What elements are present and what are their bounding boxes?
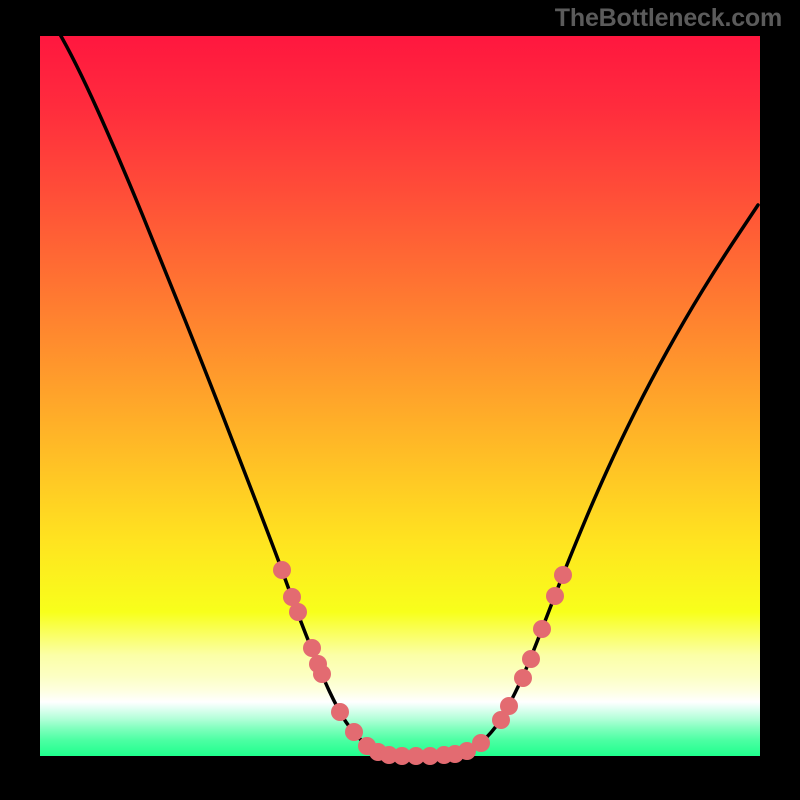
watermark-text: TheBottleneck.com [555,4,782,33]
data-marker [533,620,551,638]
data-marker [554,566,572,584]
plot-background [40,36,760,756]
data-marker [546,587,564,605]
chart-svg [0,0,800,800]
data-marker [514,669,532,687]
data-marker [331,703,349,721]
data-marker [345,723,363,741]
data-marker [472,734,490,752]
data-marker [289,603,307,621]
data-marker [273,561,291,579]
data-marker [500,697,518,715]
data-marker [313,665,331,683]
data-marker [522,650,540,668]
chart-canvas: TheBottleneck.com [0,0,800,800]
data-marker [303,639,321,657]
